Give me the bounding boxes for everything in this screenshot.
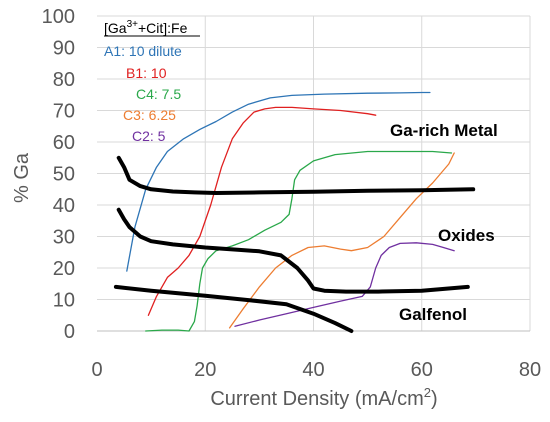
y-tick-label: 0 — [64, 321, 75, 343]
x-axis-label-sup: 2 — [424, 385, 431, 400]
legend-entry: C3: 6.25 — [123, 107, 176, 123]
grid — [97, 15, 531, 332]
series-line-c2-5 — [234, 242, 455, 327]
y-tick-label: 10 — [53, 290, 75, 312]
x-tick-label: 20 — [194, 359, 216, 381]
series-line-ga-rich-metal — [116, 155, 476, 195]
x-tick-label: 60 — [411, 359, 433, 381]
legend-entry: A1: 10 dilute — [104, 43, 182, 59]
x-axis-label-main: Current Density (mA/cm — [210, 388, 423, 410]
y-tick-label: 40 — [53, 195, 75, 217]
y-tick-label: 80 — [53, 69, 75, 91]
x-tick-labels: 0 20 40 60 80 — [91, 359, 541, 381]
y-axis-label: % Ga — [11, 152, 33, 203]
series-line-b1-10 — [147, 106, 377, 316]
legend-entry: C2: 5 — [132, 128, 166, 144]
y-tick-label: 90 — [53, 38, 75, 60]
series-line-galfenol — [113, 284, 354, 333]
series-lines — [113, 91, 476, 333]
x-axis-label-suffix: ) — [431, 388, 438, 410]
legend: [Ga3++Cit]:Fe A1: 10 dilute B1: 10 C4: 7.5… — [104, 19, 200, 144]
series-line-c4-7-5 — [145, 150, 453, 332]
annotation-oxides: Oxides — [438, 226, 495, 245]
x-tick-label: 40 — [302, 359, 324, 381]
annotation-ga-rich-metal: Ga-rich Metal — [390, 121, 498, 140]
y-tick-label: 50 — [53, 164, 75, 186]
y-tick-label: 100 — [42, 6, 75, 28]
legend-title: [Ga3++Cit]:Fe — [104, 19, 188, 36]
x-axis-label: Current Density (mA/cm2) — [210, 385, 437, 410]
y-tick-label: 60 — [53, 132, 75, 154]
y-tick-label: 20 — [53, 258, 75, 280]
series-line-oxides — [116, 207, 470, 294]
legend-entry: B1: 10 — [126, 65, 167, 81]
x-tick-label: 0 — [91, 359, 102, 381]
legend-entry: C4: 7.5 — [136, 86, 181, 102]
annotation-galfenol: Galfenol — [399, 305, 467, 324]
series-line-a1-10-dilute — [126, 91, 431, 272]
y-tick-label: 30 — [53, 227, 75, 249]
x-tick-label: 80 — [519, 359, 541, 381]
y-tick-label: 70 — [53, 101, 75, 123]
y-tick-labels: 0 10 20 30 40 50 60 70 80 90 100 — [42, 6, 75, 343]
